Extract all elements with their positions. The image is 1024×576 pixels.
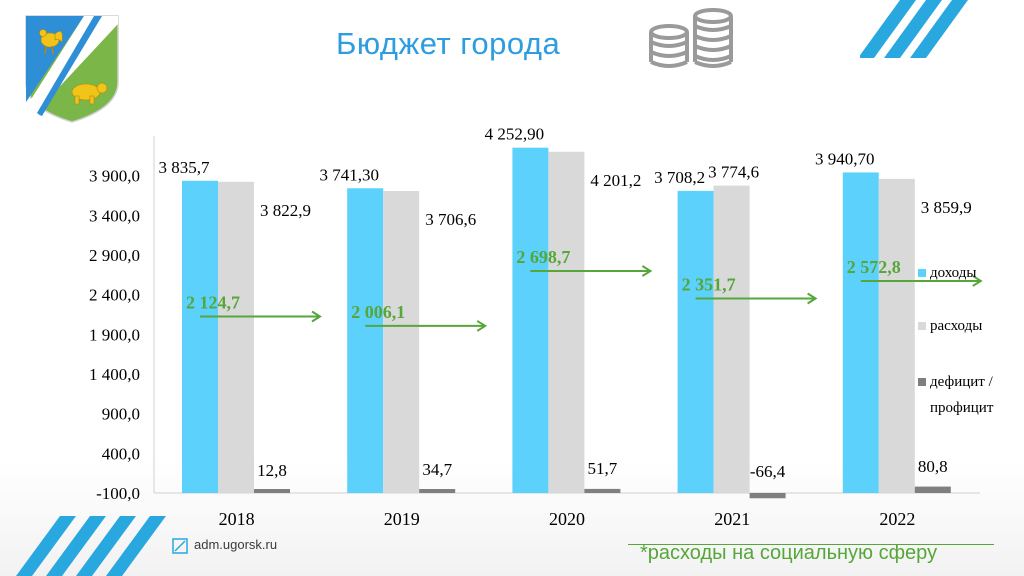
income-bar <box>347 188 384 493</box>
coins-icon <box>649 8 733 68</box>
expense-bar <box>878 178 915 493</box>
expense-value-label: 3 859,9 <box>921 198 972 217</box>
income-value-label: 3 835,7 <box>159 158 211 177</box>
income-bar <box>182 180 218 493</box>
balance-bar <box>254 489 290 493</box>
y-tick-label: 1 900,0 <box>89 325 140 344</box>
balance-bar <box>914 486 951 493</box>
income-value-label: 3 940,70 <box>815 149 875 168</box>
balance-value-label: 34,7 <box>422 460 452 479</box>
balance-value-label: -66,4 <box>750 462 786 481</box>
expense-bar <box>383 191 420 493</box>
balance-value-label: 51,7 <box>588 459 618 478</box>
income-value-label: 4 252,90 <box>485 125 545 144</box>
y-tick-label: 2 400,0 <box>89 286 140 305</box>
income-bar <box>842 172 879 493</box>
legend-label: дефицит / <box>930 374 994 390</box>
legend-label: доходы <box>930 265 976 281</box>
legend-swatch <box>918 322 926 330</box>
legend-swatch <box>918 378 926 386</box>
expense-value-label: 4 201,2 <box>590 171 641 190</box>
legend-swatch <box>918 269 926 277</box>
social-value-label: 2 006,1 <box>351 302 405 322</box>
y-tick-label: 3 900,0 <box>89 167 140 186</box>
balance-bar <box>584 488 621 493</box>
social-arrow-head <box>807 292 818 305</box>
balance-bar <box>419 489 456 493</box>
link-icon <box>172 538 188 554</box>
income-value-label: 3 741,30 <box>319 165 379 184</box>
expense-value-label: 3 774,6 <box>708 163 759 182</box>
y-tick-label: 900,0 <box>102 405 140 424</box>
x-tick-label: 2019 <box>384 509 420 529</box>
expense-value-label: 3 822,9 <box>260 201 311 220</box>
social-value-label: 2 124,7 <box>186 293 240 313</box>
decorative-stripes-bottom <box>16 516 166 576</box>
y-tick-label: 3 400,0 <box>89 206 140 225</box>
expense-bar <box>713 185 750 494</box>
income-bar <box>677 190 714 493</box>
legend-label: расходы <box>930 318 982 334</box>
x-tick-label: 2022 <box>879 509 915 529</box>
expense-bar <box>548 151 585 493</box>
balance-value-label: 12,8 <box>257 461 287 480</box>
balance-bar <box>749 493 786 499</box>
y-tick-label: 2 900,0 <box>89 246 140 265</box>
social-value-label: 2 351,7 <box>682 274 736 294</box>
x-tick-label: 2018 <box>219 509 255 529</box>
balance-value-label: 80,8 <box>918 457 948 476</box>
legend-label: профицит <box>930 400 994 416</box>
social-arrow-head <box>476 320 488 332</box>
income-bar <box>512 147 549 494</box>
site-url[interactable]: adm.ugorsk.ru <box>194 537 278 552</box>
y-tick-label: 400,0 <box>102 444 140 463</box>
y-tick-label: -100,0 <box>96 484 140 503</box>
social-note: *расходы на социальную сферу <box>640 542 938 564</box>
income-value-label: 3 708,2 <box>654 168 705 187</box>
expense-value-label: 3 706,6 <box>425 210 476 229</box>
social-arrow-head <box>311 310 322 323</box>
social-value-label: 2 698,7 <box>516 247 570 267</box>
decorative-stripes <box>860 0 968 58</box>
social-note-underline <box>628 544 994 545</box>
y-tick-label: 1 400,0 <box>89 365 140 384</box>
coat-of-arms-icon <box>25 15 119 123</box>
x-tick-label: 2021 <box>714 509 750 529</box>
social-value-label: 2 572,8 <box>847 257 901 277</box>
page-title: Бюджет города <box>336 26 561 61</box>
expense-bar <box>218 181 254 493</box>
x-tick-label: 2020 <box>549 509 585 529</box>
social-arrow-head <box>641 265 653 277</box>
social-arrow-head <box>972 275 983 287</box>
